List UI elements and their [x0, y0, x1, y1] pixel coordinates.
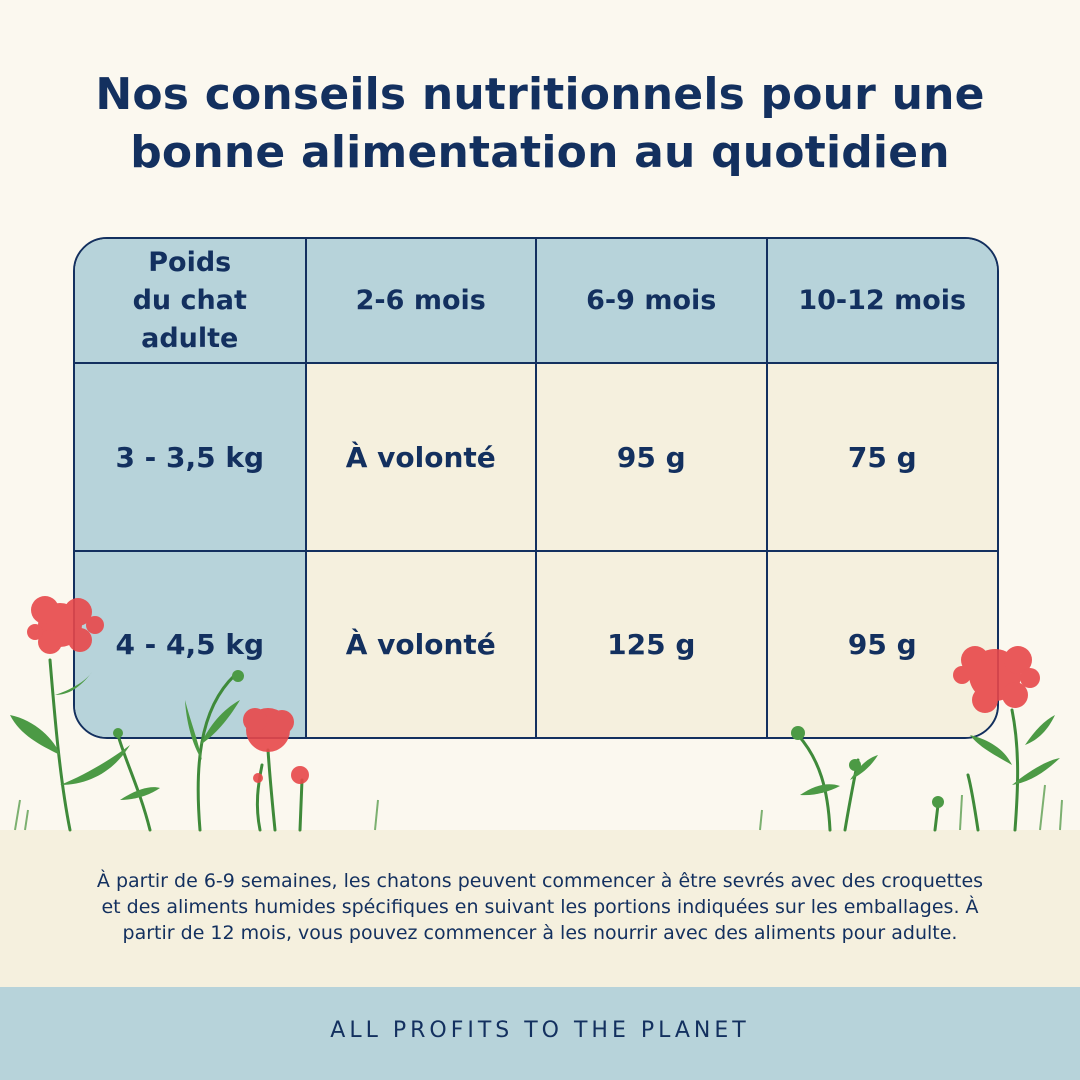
note-band	[0, 830, 1080, 987]
page-title: Nos conseils nutritionnels pour une bonn…	[40, 66, 1040, 182]
title-line-2: bonne alimentation au quotidien	[130, 127, 950, 178]
feeding-table: Poids du chat adulte 2-6 mois 6-9 mois 1…	[73, 237, 999, 739]
table-cell: 95 g	[535, 362, 768, 552]
table-header-row: Poids du chat adulte 2-6 mois 6-9 mois 1…	[75, 239, 997, 364]
note-line-3: partir de 12 mois, vous pouvez commencer…	[122, 922, 958, 944]
table-cell: À volonté	[304, 550, 537, 737]
table-cell: 125 g	[535, 550, 768, 737]
footer-tagline: ALL PROFITS TO THE PLANET	[330, 1018, 750, 1043]
header-col-2-6: 2-6 mois	[304, 239, 537, 364]
table-cell: 95 g	[765, 550, 997, 737]
header-col-10-12: 10-12 mois	[765, 239, 997, 364]
header-weight-line-3: adulte	[141, 322, 239, 354]
note-line-2: et des aliments humides spécifiques en s…	[101, 896, 979, 918]
table-cell: À volonté	[304, 362, 537, 552]
note-line-1: À partir de 6-9 semaines, les chatons pe…	[96, 870, 984, 892]
header-weight-line-2: du chat	[132, 284, 247, 316]
table-cell: 75 g	[765, 362, 997, 552]
table-row: 3 - 3,5 kg À volonté 95 g 75 g	[75, 362, 997, 552]
row-weight-cell: 3 - 3,5 kg	[75, 362, 307, 552]
row-weight-cell: 4 - 4,5 kg	[75, 550, 307, 737]
header-col-6-9: 6-9 mois	[535, 239, 768, 364]
header-weight: Poids du chat adulte	[75, 239, 307, 364]
footer-band	[0, 987, 1080, 1080]
weaning-note: À partir de 6-9 semaines, les chatons pe…	[40, 868, 1040, 946]
table-row: 4 - 4,5 kg À volonté 125 g 95 g	[75, 550, 997, 737]
title-line-1: Nos conseils nutritionnels pour une	[95, 69, 985, 120]
header-weight-line-1: Poids	[148, 246, 232, 278]
feeding-table-grid: Poids du chat adulte 2-6 mois 6-9 mois 1…	[75, 239, 997, 737]
